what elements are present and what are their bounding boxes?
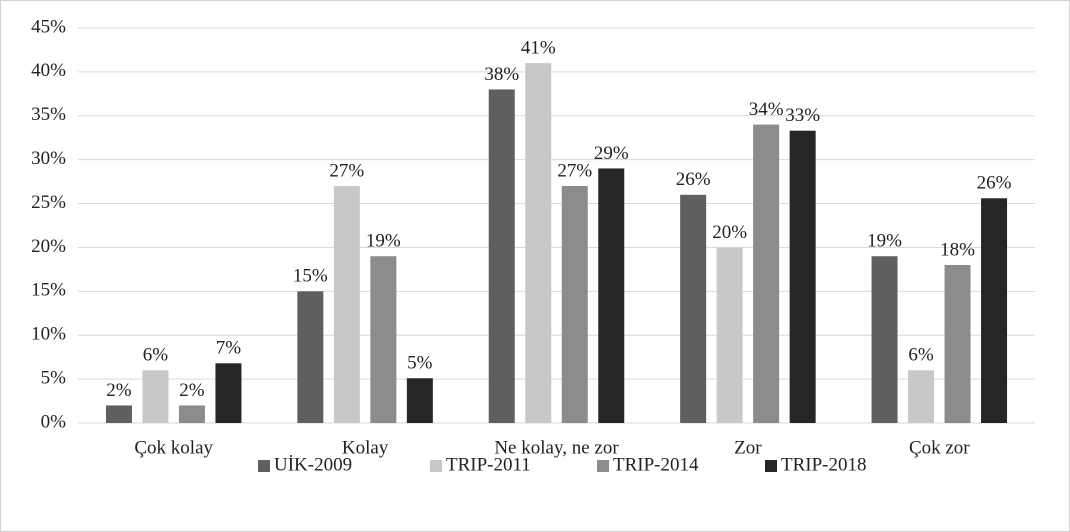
bar [753,124,780,424]
bar [105,405,132,423]
bar [142,370,169,423]
data-label: 2% [179,380,205,401]
bar [944,265,971,423]
legend-label: UİK-2009 [274,454,352,475]
data-label: 20% [712,222,747,243]
y-tick-label: 25% [31,192,66,213]
data-label: 7% [216,338,242,359]
data-label: 41% [521,37,556,58]
data-label: 29% [594,143,629,164]
data-label: 6% [143,345,169,366]
legend-label: TRIP-2018 [781,454,867,475]
legend-swatch [765,460,777,472]
data-label: 26% [977,173,1012,194]
bar [215,363,242,423]
data-label: 18% [940,239,975,260]
data-label: 19% [366,231,401,252]
bar [561,186,588,423]
bar [406,378,433,423]
x-tick-label: Zor [734,437,762,458]
x-tick-label: Ne kolay, ne zor [494,437,619,458]
y-tick-label: 15% [31,280,66,301]
data-label: 19% [867,231,902,252]
bar [908,370,935,423]
legend-label: TRIP-2011 [446,454,531,475]
data-label: 6% [908,345,934,366]
data-label: 26% [676,169,711,190]
legend-label: TRIP-2014 [613,454,699,475]
y-tick-label: 40% [31,60,66,81]
x-tick-label: Kolay [342,437,389,458]
bar [178,405,205,423]
y-tick-label: 5% [41,367,67,388]
y-tick-label: 0% [41,411,67,432]
bar [598,168,625,423]
data-label: 2% [106,380,132,401]
x-tick-label: Çok zor [909,437,970,458]
bar [716,247,743,423]
data-label: 15% [293,266,328,287]
data-label: 34% [749,99,784,120]
y-tick-label: 30% [31,148,66,169]
y-tick-label: 35% [31,104,66,125]
legend-swatch [258,460,270,472]
y-tick-label: 20% [31,236,66,257]
bar [297,291,324,423]
data-label: 38% [484,64,519,85]
x-tick-label: Çok kolay [134,437,213,458]
bar [680,194,707,423]
bar [871,256,898,423]
bar [370,256,397,423]
y-tick-label: 10% [31,324,66,345]
data-label: 27% [557,160,592,181]
data-label: 33% [785,105,820,126]
legend-swatch [430,460,442,472]
bar [981,198,1008,423]
bar [333,186,360,423]
bar [488,89,515,423]
bar [525,63,552,423]
data-label: 27% [329,160,364,181]
data-label: 5% [407,353,433,374]
y-tick-label: 45% [31,16,66,37]
bar [789,130,816,423]
legend-swatch [597,460,609,472]
